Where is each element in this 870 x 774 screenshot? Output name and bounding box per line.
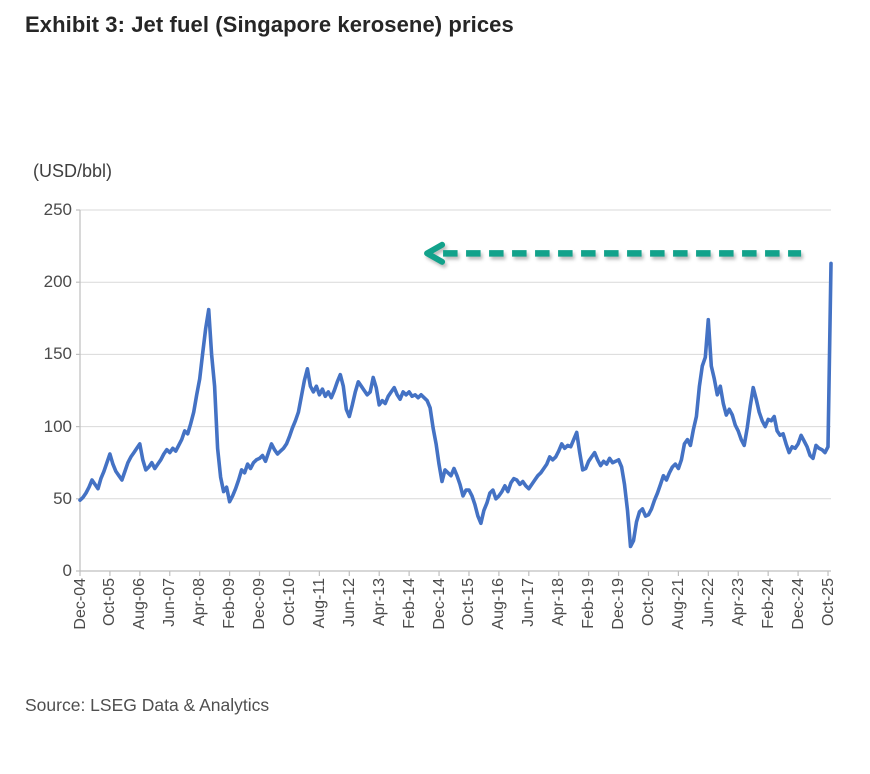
x-tick-label: Feb-19 [580,578,598,629]
x-tick-label: Dec-09 [251,578,269,630]
y-tick-label: 150 [43,344,72,364]
x-tick-label: Jun-07 [161,578,179,627]
x-tick-label: Apr-13 [370,578,388,627]
x-tick-label: Feb-14 [400,578,418,629]
x-tick-label: Aug-21 [669,578,687,630]
x-tick-label: Dec-24 [789,578,807,630]
x-tick-label: Apr-18 [550,578,568,627]
y-tick-label: 100 [43,416,72,436]
x-tick-label: Oct-05 [101,578,119,627]
x-tick-label: Aug-06 [131,578,149,630]
y-tick-label: 50 [53,488,72,508]
x-tick-label: Feb-09 [221,578,239,629]
x-tick-label: Jun-22 [699,578,717,627]
x-tick-label: Jun-17 [520,578,538,627]
x-tick-label: Dec-14 [430,578,448,630]
y-tick-label: 200 [43,272,72,292]
x-tick-label: Jun-12 [340,578,358,627]
price-line [78,261,833,549]
trend-arrow [424,241,802,265]
y-tick-label: 250 [43,200,72,219]
exhibit-title: Exhibit 3: Jet fuel (Singapore kerosene)… [25,12,514,37]
x-tick-label: Feb-24 [759,578,777,629]
x-tick-label: Apr-08 [191,578,209,627]
x-tick-label: Aug-16 [490,578,508,630]
x-tick-label: Dec-04 [71,578,89,630]
x-tick-label: Aug-11 [310,578,328,629]
x-tick-label: Apr-23 [729,578,747,627]
x-tick-label: Oct-20 [639,578,657,627]
x-tick-label: Oct-15 [460,578,478,627]
trend-arrow-head [424,241,446,265]
jet-fuel-price-chart [76,209,833,576]
x-tick-label: Dec-19 [610,578,628,630]
y-tick-label: 0 [62,561,72,580]
x-tick-label: Oct-10 [280,578,298,627]
y-axis-unit-label: (USD/bbl) [33,161,113,181]
source-note: Source: LSEG Data & Analytics [25,695,270,715]
x-tick-label: Oct-25 [819,578,837,627]
